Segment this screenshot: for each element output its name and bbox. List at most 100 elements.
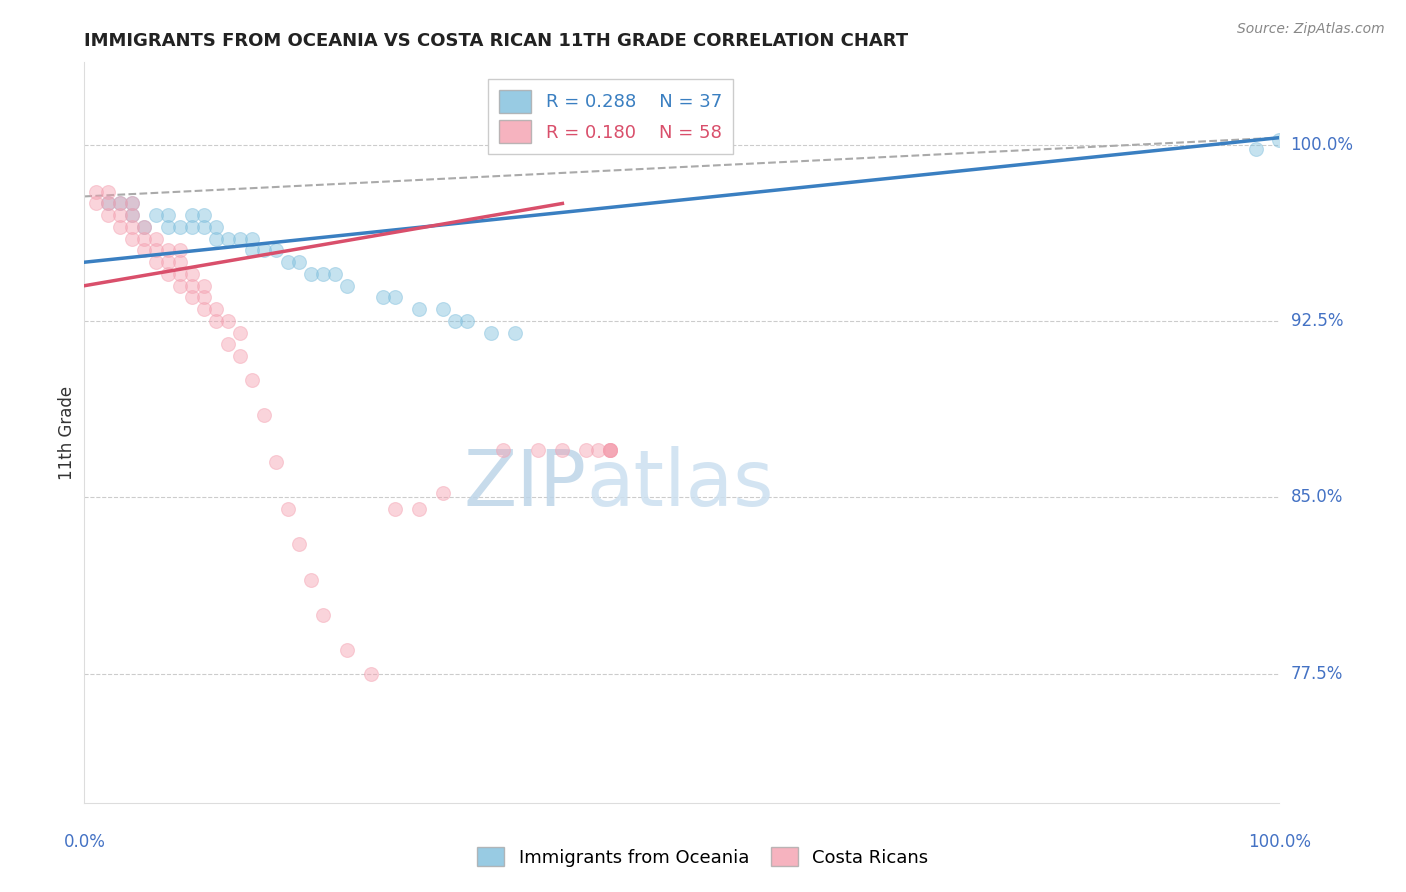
Point: [157, 208, 180, 222]
Point: [205, 232, 228, 246]
Point: [336, 643, 359, 657]
Point: [373, 290, 395, 304]
Point: [157, 267, 180, 281]
Point: [132, 232, 156, 246]
Point: [301, 573, 323, 587]
Point: [145, 255, 167, 269]
Point: [181, 208, 204, 222]
Text: Source: ZipAtlas.com: Source: ZipAtlas.com: [1237, 22, 1385, 37]
Y-axis label: 11th Grade: 11th Grade: [58, 385, 76, 480]
Point: [288, 537, 311, 551]
Text: 85.0%: 85.0%: [1291, 488, 1343, 507]
Point: [169, 267, 191, 281]
Point: [205, 302, 228, 317]
Point: [456, 314, 478, 328]
Text: IMMIGRANTS FROM OCEANIA VS COSTA RICAN 11TH GRADE CORRELATION CHART: IMMIGRANTS FROM OCEANIA VS COSTA RICAN 1…: [84, 32, 908, 50]
Point: [599, 443, 621, 458]
Point: [408, 302, 430, 317]
Point: [110, 196, 132, 211]
Point: [240, 373, 263, 387]
Point: [97, 185, 120, 199]
Point: [479, 326, 502, 340]
Point: [132, 219, 156, 234]
Point: [193, 290, 215, 304]
Point: [157, 255, 180, 269]
Point: [169, 244, 191, 258]
Point: [205, 219, 228, 234]
Point: [110, 219, 132, 234]
Point: [217, 337, 239, 351]
Point: [408, 502, 430, 516]
Point: [492, 443, 515, 458]
Text: 0.0%: 0.0%: [63, 833, 105, 851]
Point: [181, 267, 204, 281]
Point: [193, 278, 215, 293]
Point: [132, 219, 156, 234]
Point: [217, 314, 239, 328]
Point: [157, 219, 180, 234]
Text: ZIP: ZIP: [464, 446, 586, 523]
Point: [169, 278, 191, 293]
Point: [312, 267, 335, 281]
Point: [97, 196, 120, 211]
Point: [169, 219, 191, 234]
Point: [277, 502, 299, 516]
Point: [229, 349, 252, 363]
Point: [384, 502, 406, 516]
Point: [169, 255, 191, 269]
Point: [264, 455, 287, 469]
Point: [599, 443, 621, 458]
Point: [110, 196, 132, 211]
Point: [384, 290, 406, 304]
Point: [432, 302, 454, 317]
Point: [121, 196, 143, 211]
Point: [325, 267, 347, 281]
Point: [575, 443, 598, 458]
Point: [588, 443, 610, 458]
Point: [181, 278, 204, 293]
Point: [253, 244, 276, 258]
Point: [86, 185, 108, 199]
Point: [277, 255, 299, 269]
Point: [121, 232, 143, 246]
Point: [229, 232, 252, 246]
Point: [121, 208, 143, 222]
Point: [132, 244, 156, 258]
Point: [193, 219, 215, 234]
Point: [360, 666, 382, 681]
Point: [301, 267, 323, 281]
Point: [527, 443, 550, 458]
Point: [1268, 133, 1291, 147]
Text: 100.0%: 100.0%: [1291, 136, 1354, 153]
Point: [264, 244, 287, 258]
Point: [145, 244, 167, 258]
Point: [86, 196, 108, 211]
Point: [240, 232, 263, 246]
Text: 77.5%: 77.5%: [1291, 665, 1343, 682]
Point: [599, 443, 621, 458]
Point: [336, 278, 359, 293]
Point: [121, 196, 143, 211]
Point: [551, 443, 574, 458]
Point: [312, 607, 335, 622]
Point: [240, 244, 263, 258]
Point: [193, 302, 215, 317]
Point: [157, 244, 180, 258]
Legend: R = 0.288    N = 37, R = 0.180    N = 58: R = 0.288 N = 37, R = 0.180 N = 58: [488, 78, 733, 154]
Point: [145, 232, 167, 246]
Point: [253, 408, 276, 422]
Point: [121, 208, 143, 222]
Point: [229, 326, 252, 340]
Point: [217, 232, 239, 246]
Point: [121, 219, 143, 234]
Text: 92.5%: 92.5%: [1291, 312, 1343, 330]
Point: [432, 485, 454, 500]
Point: [503, 326, 526, 340]
Point: [599, 443, 621, 458]
Point: [205, 314, 228, 328]
Point: [444, 314, 467, 328]
Point: [97, 208, 120, 222]
Point: [193, 208, 215, 222]
Point: [181, 219, 204, 234]
Point: [97, 196, 120, 211]
